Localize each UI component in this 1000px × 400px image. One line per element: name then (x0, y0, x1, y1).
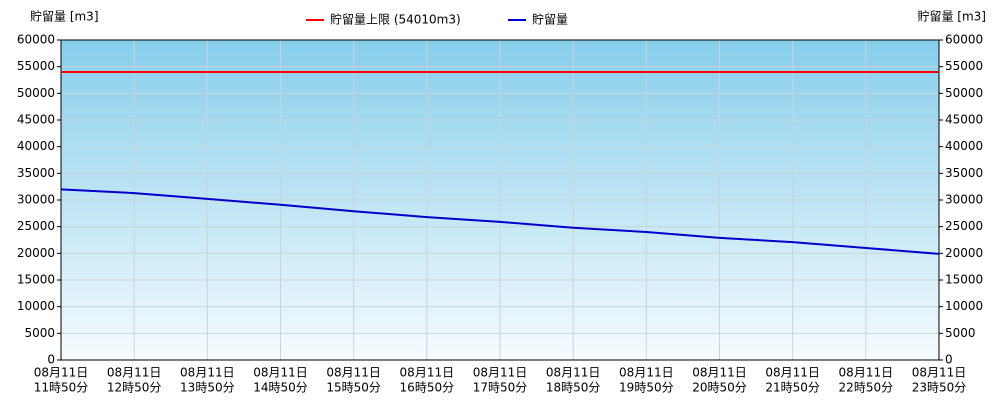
x-tick-label: 20時50分 (692, 381, 747, 395)
y2-tick-label: 15000 (945, 273, 983, 287)
y-axis-label: 貯留量 [m3] (30, 10, 99, 24)
plot-border (60, 39, 940, 361)
x-tick-label: 23時50分 (912, 381, 967, 395)
y-tick-label: 60000 (17, 33, 55, 47)
x-tick-label: 08月11日 (839, 366, 894, 380)
legend-label: 貯留量上限 (54010m3) (330, 13, 461, 27)
y2-tick-label: 60000 (945, 33, 983, 47)
y-tick-label: 40000 (17, 139, 55, 153)
y2-tick-label: 35000 (945, 166, 983, 180)
y-tick-label: 0 (47, 353, 55, 367)
x-tick-label: 11時50分 (34, 381, 89, 395)
x-tick-label: 08月11日 (546, 366, 601, 380)
y2-tick-label: 45000 (945, 113, 983, 127)
x-tick-label: 16時50分 (400, 381, 455, 395)
x-tick-label: 08月11日 (107, 366, 162, 380)
y-tick-label: 20000 (17, 246, 55, 260)
y2-tick-label: 0 (945, 353, 953, 367)
y-tick-label: 35000 (17, 166, 55, 180)
x-tick-label: 08月11日 (473, 366, 528, 380)
y2-tick-label: 5000 (945, 326, 976, 340)
y-tick-label: 5000 (24, 326, 55, 340)
y2-tick-label: 10000 (945, 299, 983, 313)
y-tick-label: 15000 (17, 273, 55, 287)
x-tick-label: 18時50分 (546, 381, 601, 395)
x-tick-label: 08月11日 (180, 366, 235, 380)
y-tick-label: 45000 (17, 113, 55, 127)
x-tick-label: 08月11日 (253, 366, 308, 380)
y2-tick-label: 50000 (945, 86, 983, 100)
y2-tick-label: 25000 (945, 219, 983, 233)
y-tick-label: 10000 (17, 299, 55, 313)
x-tick-label: 12時50分 (107, 381, 162, 395)
x-tick-label: 22時50分 (839, 381, 894, 395)
y-tick-label: 50000 (17, 86, 55, 100)
x-tick-label: 08月11日 (326, 366, 381, 380)
x-tick-label: 08月11日 (619, 366, 674, 380)
y-tick-label: 30000 (17, 193, 55, 207)
y2-tick-label: 55000 (945, 59, 983, 73)
x-tick-label: 08月11日 (692, 366, 747, 380)
x-tick-label: 17時50分 (473, 381, 528, 395)
y2-tick-label: 40000 (945, 139, 983, 153)
x-tick-label: 15時50分 (326, 381, 381, 395)
x-tick-label: 08月11日 (34, 366, 89, 380)
y2-tick-label: 30000 (945, 193, 983, 207)
x-tick-label: 13時50分 (180, 381, 235, 395)
x-tick-label: 08月11日 (400, 366, 455, 380)
x-tick-label: 08月11日 (912, 366, 967, 380)
x-tick-label: 08月11日 (765, 366, 820, 380)
y2-tick-label: 20000 (945, 246, 983, 260)
x-tick-label: 21時50分 (765, 381, 820, 395)
series-line (60, 188, 940, 255)
y2-axis-label: 貯留量 [m3] (917, 10, 986, 24)
x-tick-label: 14時50分 (253, 381, 308, 395)
y-tick-label: 25000 (17, 219, 55, 233)
legend-label: 貯留量 (532, 13, 568, 27)
y-tick-label: 55000 (17, 59, 55, 73)
x-tick-label: 19時50分 (619, 381, 674, 395)
